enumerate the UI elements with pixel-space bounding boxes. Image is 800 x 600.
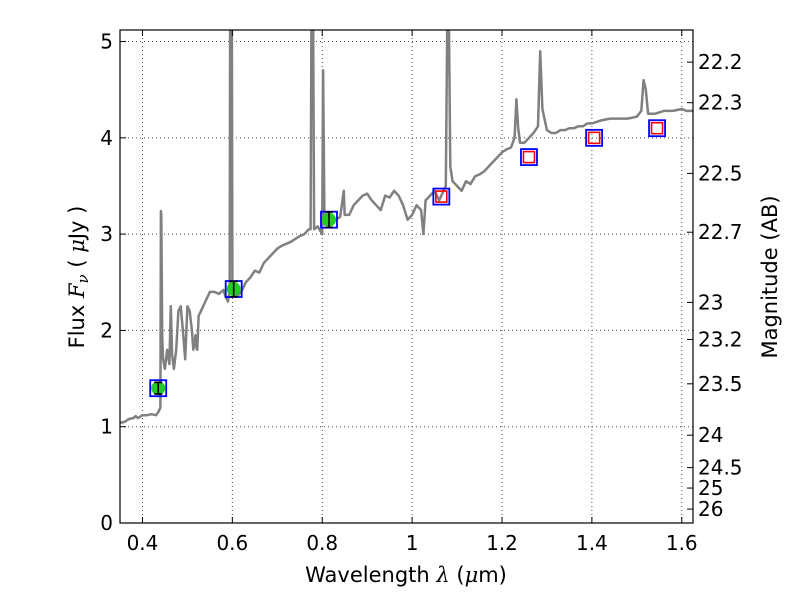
magnitude-tick-label: 23 — [698, 290, 723, 314]
y-tick-label: 3 — [100, 222, 113, 246]
magnitude-tick-label: 23.2 — [698, 328, 743, 352]
model-point-box — [648, 119, 666, 138]
y-axis-title: Flux Fν ( μJy ) — [65, 206, 92, 349]
magnitude-tick-label: 23.5 — [698, 372, 743, 396]
y-tick-label: 1 — [100, 415, 113, 439]
x-tick-label: 0.6 — [216, 531, 248, 555]
magnitude-tick-label: 24 — [698, 423, 723, 447]
x-tick-label: 1.6 — [666, 531, 698, 555]
model-point-box — [432, 187, 451, 206]
model-point-box — [149, 379, 168, 398]
magnitude-tick-label: 25 — [698, 476, 723, 500]
magnitude-tick-label: 26 — [698, 497, 723, 521]
magnitude-tick-label: 22.3 — [698, 91, 743, 115]
x-tick-label: 0.8 — [306, 531, 338, 555]
right-axis-title: Magnitude (AB) — [758, 195, 782, 358]
plot-content — [120, 30, 693, 425]
x-tick-label: 1.2 — [486, 531, 518, 555]
axes: 0.4 0.6 0.8 1 1.2 1.4 1.601234522.222.322.522.… — [100, 29, 743, 555]
spectrum-line — [120, 30, 693, 425]
model-point-inner — [650, 121, 664, 135]
x-tick-label: 1 — [406, 531, 419, 555]
model-point-inner — [435, 190, 448, 203]
y-tick-label: 4 — [100, 126, 113, 150]
model-point-box — [520, 148, 538, 167]
model-point-box — [585, 128, 604, 147]
magnitude-tick-label: 22.2 — [698, 50, 743, 74]
axes-frame — [119, 29, 694, 524]
magnitude-tick-label: 22.7 — [698, 220, 743, 244]
x-tick-label: 1.4 — [576, 531, 608, 555]
y-tick-label: 2 — [100, 318, 113, 342]
magnitude-tick-label: 24.5 — [698, 456, 743, 480]
y-tick-label: 0 — [100, 511, 113, 535]
x-axis-title: Wavelength λ (μm) — [305, 563, 507, 587]
y-tick-label: 5 — [100, 30, 113, 54]
plot-area — [120, 30, 693, 524]
model-point-inner — [522, 150, 536, 164]
grid — [120, 30, 693, 524]
magnitude-tick-label: 22.5 — [698, 161, 743, 185]
x-tick-label: 0.4 — [127, 531, 159, 555]
model-point-inner — [587, 131, 601, 145]
